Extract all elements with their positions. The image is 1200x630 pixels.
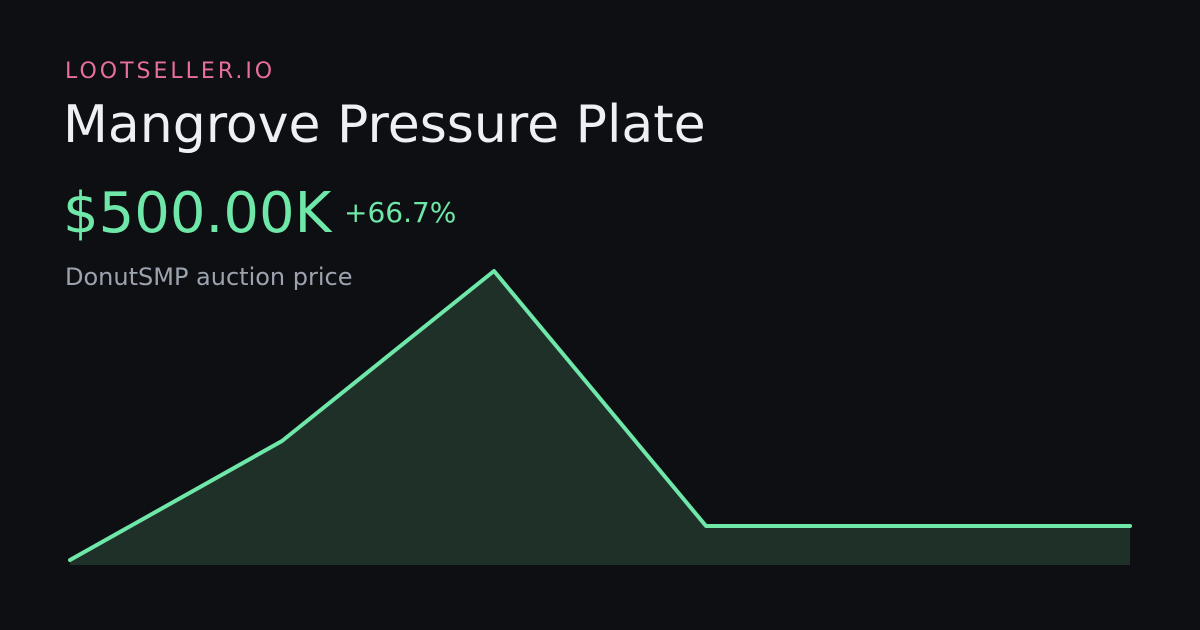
subtitle: DonutSMP auction price (65, 263, 352, 291)
title: Mangrove Pressure Plate (63, 95, 706, 155)
area-fill (70, 271, 1130, 565)
price-line (68, 269, 1132, 562)
price: $500.00K (63, 181, 333, 246)
change: +66.7% (344, 196, 456, 229)
brand: LOOTSELLER.IO (65, 59, 275, 84)
